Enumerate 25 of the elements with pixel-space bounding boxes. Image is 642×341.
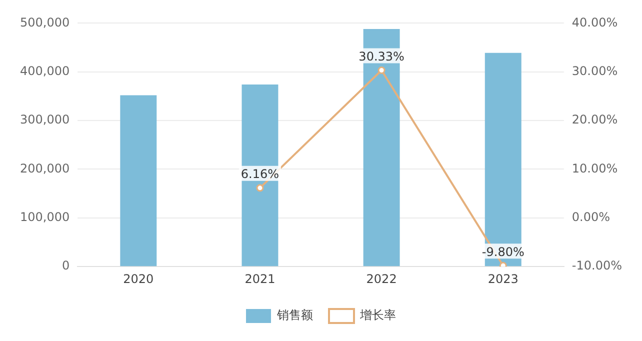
y2-tick-label: 10.00%	[572, 161, 618, 176]
y-tick-label: 300,000	[20, 112, 70, 127]
point	[378, 66, 386, 74]
y2-tick-label: 0.00%	[572, 210, 610, 224]
x-tick-label: 2021	[244, 272, 276, 286]
y-tick-label: 500,000	[20, 15, 70, 30]
bar	[242, 84, 278, 266]
y2-tick-label: -10.00%	[572, 258, 622, 273]
legend-label: 增长率	[359, 308, 396, 322]
y2-tick-label: 40.00%	[572, 15, 618, 30]
bar	[120, 95, 157, 266]
x-tick-label: 2022	[366, 272, 397, 286]
x-tick-label: 2020	[123, 272, 154, 286]
data-label: -9.80%	[482, 244, 524, 259]
y-tick-label: 100,000	[20, 210, 70, 224]
y2-tick-label: 20.00%	[572, 112, 618, 127]
y-tick-label: 0	[62, 258, 70, 273]
data-label: 30.33%	[358, 49, 404, 64]
y-tick-label: 200,000	[20, 161, 70, 176]
point	[256, 184, 264, 192]
legend-label: 销售额	[276, 308, 313, 322]
y-tick-label: 400,000	[20, 64, 70, 78]
data-label: 6.16%	[240, 167, 280, 182]
x-tick-label: 2023	[488, 272, 518, 286]
y2-tick-label: 30.00%	[572, 64, 618, 78]
